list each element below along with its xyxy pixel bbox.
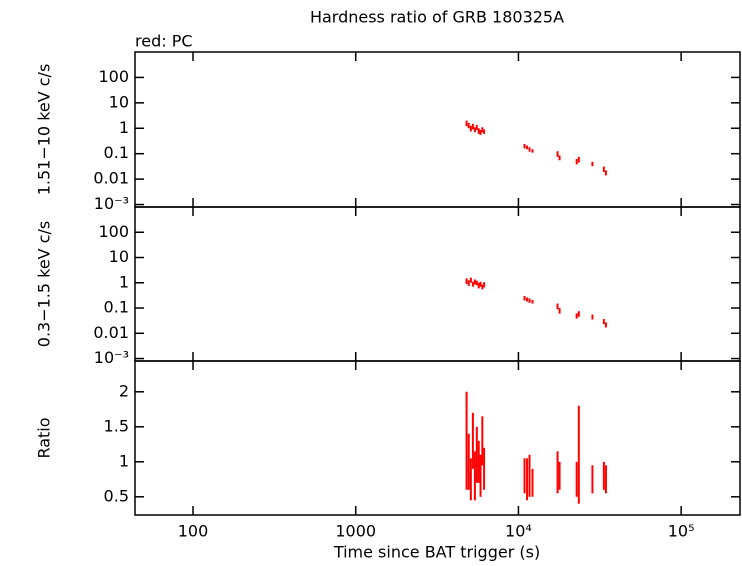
plot-frame bbox=[134, 51, 741, 208]
y-tick-label: 2 bbox=[119, 381, 129, 400]
x-tick-label: 100 bbox=[178, 522, 209, 541]
plot-frame bbox=[134, 360, 741, 516]
y-tick-label: 0.5 bbox=[104, 486, 129, 505]
y-tick-label: 0.1 bbox=[104, 143, 129, 162]
y-tick-label: 10 bbox=[109, 247, 129, 266]
y-tick-label: 1 bbox=[119, 451, 129, 470]
y-tick-label: 10⁻³ bbox=[94, 194, 129, 213]
x-tick-label: 10⁴ bbox=[505, 522, 532, 541]
y-tick-label: 0.01 bbox=[93, 323, 129, 342]
y-tick-label: 100 bbox=[98, 67, 129, 86]
chart-title: Hardness ratio of GRB 180325A bbox=[310, 8, 564, 27]
y-tick-label: 0.01 bbox=[93, 169, 129, 188]
y-tick-label: 1 bbox=[119, 118, 129, 137]
y-tick-label: 0.1 bbox=[104, 298, 129, 317]
y-tick-label: 1.5 bbox=[104, 416, 129, 435]
y-tick-label: 10 bbox=[109, 92, 129, 111]
legend-label: red: PC bbox=[135, 32, 193, 51]
y-tick-label: 1 bbox=[119, 272, 129, 291]
x-tick-label: 10⁵ bbox=[668, 522, 695, 541]
plot-frame bbox=[134, 206, 741, 362]
y-axis-label: 1.51−10 keV c/s bbox=[35, 64, 54, 196]
y-tick-label: 10⁻³ bbox=[94, 348, 129, 367]
x-axis-label: Time since BAT trigger (s) bbox=[333, 543, 540, 562]
y-axis-label: 0.3−1.5 keV c/s bbox=[35, 221, 54, 347]
y-tick-label: 100 bbox=[98, 222, 129, 241]
x-tick-label: 1000 bbox=[335, 522, 376, 541]
y-axis-label: Ratio bbox=[35, 417, 54, 458]
